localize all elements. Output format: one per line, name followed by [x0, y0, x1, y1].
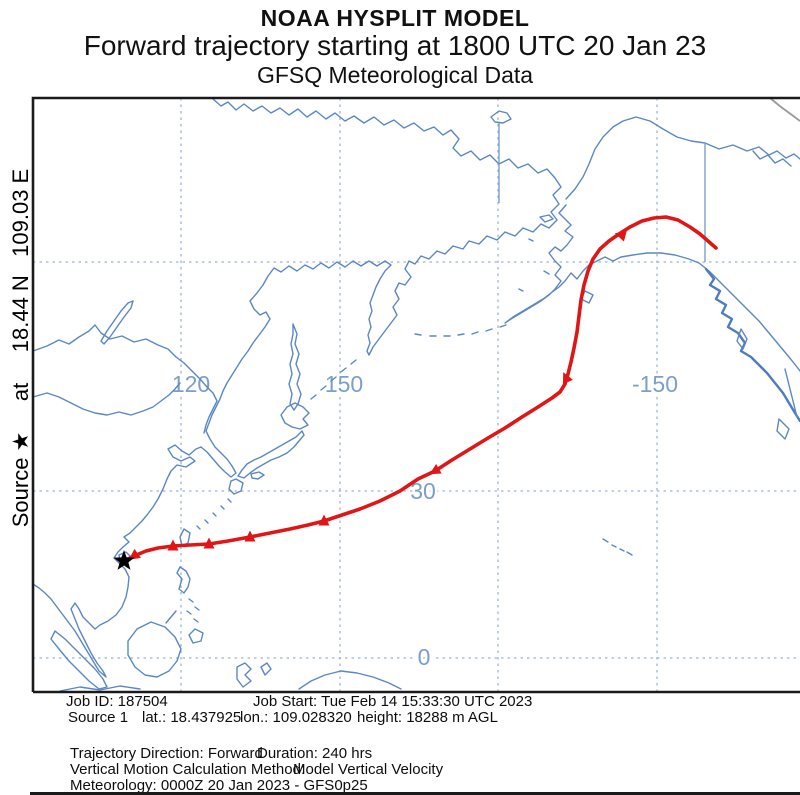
- vancouver-island: [776, 418, 790, 440]
- lat-lon-gridlines: [33, 98, 800, 692]
- sumatra-island: [50, 630, 108, 690]
- java-coast: [59, 685, 141, 692]
- meteorology-line: Meteorology: 0000Z 20 Jan 2023 - GFS0p25: [70, 777, 368, 794]
- grid-label-150: 150: [325, 371, 363, 397]
- trajectory-direction: Trajectory Direction: Forward: [70, 745, 263, 762]
- trajectory-marker: [562, 372, 573, 385]
- wrangel-island: [490, 110, 512, 124]
- grid-label--150: -150: [632, 371, 678, 397]
- coastline-bc-archipelago: [704, 267, 800, 423]
- source-number: Source 1: [68, 709, 129, 726]
- coastline-eurasia-mainland: [32, 98, 562, 678]
- meteorological-data-label: GFSQ Meteorological Data: [256, 62, 534, 88]
- mongolia-china-border: [32, 382, 181, 416]
- palawan-island: [165, 610, 177, 624]
- trajectory-marker: [318, 514, 330, 526]
- vertical-motion-method-value: Model Vertical Velocity: [293, 761, 444, 778]
- trajectory-markers: [128, 230, 627, 560]
- haida-gwaii-island: [736, 328, 748, 350]
- map-frame: [31, 96, 800, 694]
- trajectory-marker: [203, 537, 215, 549]
- borneo-island: [127, 621, 182, 678]
- new-guinea-coast: [298, 670, 402, 690]
- kuril-islands: [310, 359, 357, 400]
- trajectory-marker: [429, 463, 442, 475]
- source-lon: lon.: 109.028320: [240, 709, 352, 726]
- honshu-island: [237, 430, 305, 479]
- bottom-frame-rule: [30, 792, 800, 795]
- coastlines: [32, 98, 800, 692]
- job-id: Job ID: 187504: [66, 693, 168, 710]
- sakhalin-island: [288, 323, 302, 411]
- source-lat: lat.: 18.437925: [142, 709, 242, 726]
- halmahera-island: [260, 662, 272, 676]
- vertical-motion-method-label: Vertical Motion Calculation Method:: [70, 761, 306, 778]
- trajectory-marker: [167, 539, 179, 551]
- trajectory-marker: [244, 530, 256, 542]
- coastline-alaska-arctic: [565, 116, 800, 200]
- ryukyu-islands: [196, 498, 232, 530]
- bc-interior-border: [784, 368, 798, 418]
- political-border-lines: [498, 97, 800, 262]
- job-start: Job Start: Tue Feb 14 15:33:30 UTC 2023: [253, 693, 533, 710]
- visayas-islands: [186, 598, 200, 623]
- bering-sea-islands: [518, 214, 554, 292]
- aleutian-islands: [414, 324, 507, 337]
- trajectory-marker: [614, 230, 627, 242]
- hawaii-islands: [602, 538, 633, 556]
- hokkaido-island: [280, 402, 310, 430]
- trajectory-path: [122, 215, 718, 563]
- coastline-mackenzie-delta: [752, 150, 792, 167]
- grid-label-0: 0: [418, 644, 431, 670]
- russia-mongolia-border: [32, 324, 218, 434]
- kyushu-island: [228, 478, 244, 495]
- source-star-marker: [113, 550, 135, 570]
- mindanao-island: [188, 628, 204, 644]
- shikoku-island: [250, 471, 265, 480]
- arctic-gray-boundary: [769, 97, 800, 122]
- luzon-island: [176, 566, 191, 594]
- coastline-alaska-west-south: [504, 204, 800, 372]
- trajectory-duration: Duration: 240 hrs: [257, 745, 373, 762]
- trajectory-marker: [128, 548, 141, 560]
- page-title: NOAA HYSPLIT MODEL: [260, 5, 530, 31]
- page-subtitle: Forward trajectory starting at 1800 UTC …: [83, 30, 707, 61]
- source-height: height: 18288 m AGL: [357, 709, 498, 726]
- sulawesi-island: [236, 662, 252, 688]
